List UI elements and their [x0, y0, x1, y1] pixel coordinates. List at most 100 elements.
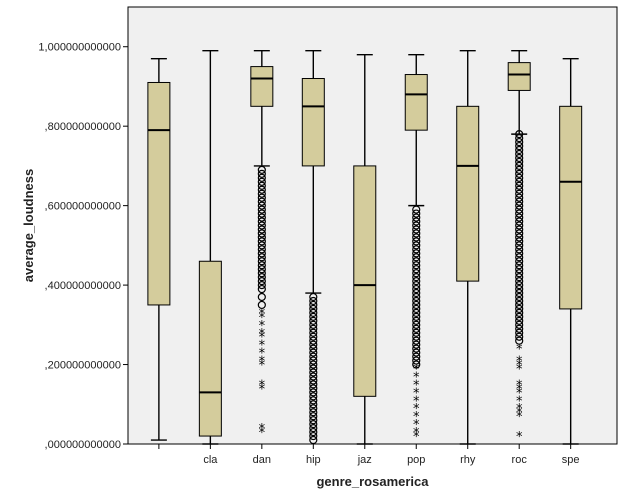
outlier-point: [412, 316, 421, 325]
outlier-point: [515, 277, 524, 286]
outlier-point: [515, 189, 524, 198]
outlier-point: [309, 292, 318, 302]
outlier-point: [515, 237, 524, 246]
extreme-point: *: [413, 370, 420, 385]
outlier-point: [257, 241, 266, 250]
box-pop: **********: [404, 53, 428, 445]
y-tick-label: ,800000000000: [45, 121, 121, 133]
outlier-point: [412, 356, 421, 365]
outlier-point: [309, 300, 318, 310]
box-iqr: [456, 105, 480, 282]
extreme-point: *: [259, 307, 266, 322]
outlier-point: [412, 324, 421, 333]
outlier-point: [309, 412, 318, 421]
outlier-point: [257, 245, 266, 254]
outlier-point: [412, 360, 421, 369]
outlier-point: [257, 193, 266, 202]
outlier-point: [412, 217, 421, 226]
outlier-point: [515, 296, 524, 306]
y-axis: ,000000000000 ,200000000000 ,400000000000,…: [38, 42, 128, 451]
outlier-point: [515, 201, 524, 210]
extreme-point: *: [516, 402, 523, 417]
outlier-point: [515, 209, 524, 218]
extreme-point: *: [413, 426, 420, 441]
x-tick-label: hip: [306, 454, 321, 466]
extreme-point: *: [413, 386, 420, 401]
outlier-point: [412, 292, 421, 302]
outlier-point: [515, 280, 524, 290]
outlier-point: [515, 332, 524, 341]
x-tick-label: cla: [203, 454, 218, 466]
outlier-point: [309, 392, 318, 401]
outlier-point: [257, 185, 266, 194]
x-tick-label: spe: [562, 454, 580, 466]
outlier-point: [309, 435, 318, 445]
outlier-point: [257, 201, 266, 210]
extreme-point: *: [516, 355, 523, 370]
outlier-point: [257, 292, 266, 302]
outlier-point: [412, 332, 421, 341]
outlier-point: [257, 284, 266, 294]
outlier-point: [412, 328, 421, 337]
extreme-point: *: [259, 426, 266, 441]
outlier-point: [309, 336, 318, 345]
outlier-point: [515, 241, 524, 250]
outlier-point: [257, 237, 266, 246]
outlier-point: [257, 229, 266, 238]
outlier-point: [412, 300, 421, 310]
outlier-point: [515, 308, 524, 317]
outlier-point: [515, 173, 524, 182]
outlier-point: [257, 181, 266, 190]
y-tick-label: ,400000000000: [45, 280, 121, 292]
outlier-point: [515, 181, 524, 190]
outlier-point: [515, 257, 524, 266]
outlier-point: [309, 427, 318, 437]
extreme-point: *: [259, 331, 266, 346]
outlier-point: [309, 320, 318, 329]
extreme-point: *: [259, 382, 266, 397]
outlier-point: [257, 280, 266, 290]
box-iqr: [198, 260, 222, 437]
outlier-point: [257, 265, 266, 274]
extreme-point: *: [516, 382, 523, 397]
outlier-point: [515, 261, 524, 270]
outlier-point: [412, 340, 421, 349]
extreme-point: *: [516, 430, 523, 445]
outlier-point: [515, 193, 524, 202]
extreme-point: *: [413, 410, 420, 425]
outlier-point: [515, 249, 524, 258]
outlier-point: [412, 245, 421, 254]
box-iqr: [250, 66, 274, 107]
outlier-point: [515, 141, 524, 151]
x-tick-label: roc: [512, 454, 528, 466]
extreme-point: *: [413, 418, 420, 433]
extreme-point: *: [259, 311, 266, 326]
extreme-point: *: [413, 402, 420, 417]
outlier-point: [309, 431, 318, 441]
outlier-point: [515, 197, 524, 206]
y-axis-title: average_loudness: [21, 169, 36, 282]
outlier-point: [412, 284, 421, 294]
outlier-point: [412, 352, 421, 361]
outlier-point: [515, 161, 524, 171]
outlier-point: [257, 177, 266, 186]
outlier-point: [257, 173, 266, 182]
outlier-point: [309, 312, 318, 321]
box-hip: [301, 50, 325, 445]
box-iqr: [353, 165, 377, 397]
extreme-point: *: [516, 378, 523, 393]
outlier-point: [257, 253, 266, 262]
box-spe: [559, 57, 583, 445]
extreme-point: *: [259, 378, 266, 393]
outlier-point: [412, 233, 421, 242]
y-tick-label: ,600000000000: [45, 201, 121, 213]
outlier-point: [515, 217, 524, 226]
outlier-point: [257, 213, 266, 222]
outlier-point: [257, 169, 266, 178]
outlier-point: [257, 189, 266, 198]
box-iqr: [404, 74, 428, 131]
outlier-point: [309, 384, 318, 393]
outlier-point: [309, 352, 318, 361]
extreme-point: *: [516, 394, 523, 409]
outlier-point: [412, 241, 421, 250]
